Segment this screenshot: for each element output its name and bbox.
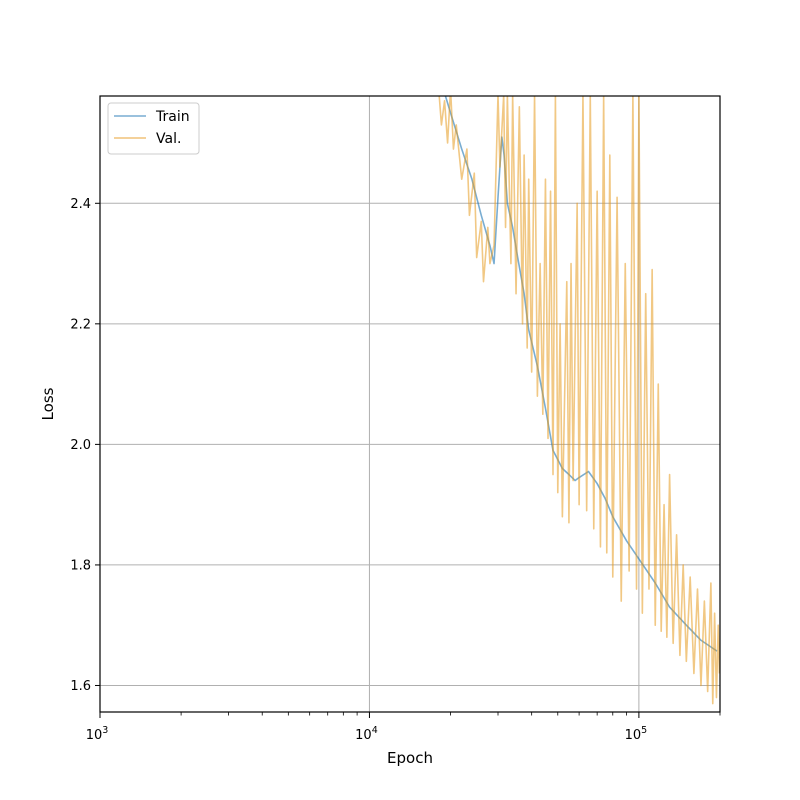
x-tick-label-base: 10 bbox=[625, 728, 642, 743]
series-line-val bbox=[438, 96, 720, 705]
y-tick-label: 2.0 bbox=[70, 438, 91, 453]
x-tick-label-base: 10 bbox=[355, 728, 372, 743]
legend-train-label: Train bbox=[155, 109, 190, 125]
plot-frame bbox=[99, 95, 721, 713]
x-tick-label: 104 bbox=[355, 725, 378, 743]
x-tick-label-exponent: 5 bbox=[641, 725, 647, 736]
series-line-train bbox=[444, 96, 718, 652]
x-tick-label: 103 bbox=[86, 725, 109, 743]
y-tick-label: 1.6 bbox=[70, 679, 91, 694]
x-tick-label-exponent: 4 bbox=[372, 725, 378, 736]
y-tick-label: 2.4 bbox=[70, 197, 91, 212]
y-tick-label: 2.2 bbox=[70, 317, 91, 332]
y-axis-label: Loss bbox=[39, 387, 57, 420]
x-axis-label: Epoch bbox=[387, 749, 433, 767]
series-layer bbox=[438, 96, 720, 705]
x-tick-label-exponent: 3 bbox=[102, 725, 108, 736]
legend-val-label: Val. bbox=[156, 131, 181, 147]
y-tick-label: 1.8 bbox=[70, 558, 91, 573]
x-tick-label: 105 bbox=[625, 725, 648, 743]
legend: Train Val. bbox=[107, 102, 200, 155]
x-tick-label-base: 10 bbox=[86, 728, 103, 743]
